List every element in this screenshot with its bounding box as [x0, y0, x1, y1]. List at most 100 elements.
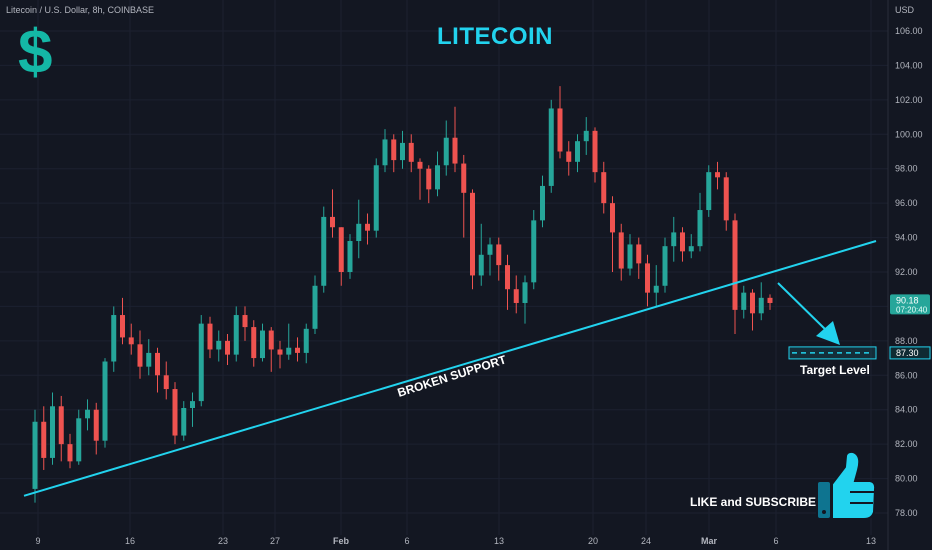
candle-body — [67, 444, 73, 462]
candle-body — [417, 161, 423, 169]
candle-body — [146, 352, 152, 367]
x-tick-label: 16 — [125, 536, 135, 546]
x-tick-label: 13 — [866, 536, 876, 546]
candle-body — [671, 232, 677, 247]
candle-body — [688, 246, 694, 252]
current-price-text: 90.18 — [896, 295, 919, 305]
candle-body — [732, 220, 738, 310]
candle-body — [347, 241, 353, 272]
y-tick-label: 82.00 — [895, 439, 918, 449]
y-tick-label: 78.00 — [895, 508, 918, 518]
y-tick-label: 96.00 — [895, 198, 918, 208]
target-level-label: Target Level — [800, 363, 870, 377]
time-axis[interactable]: 9 16 23 27 Feb 6 13 20 24 Mar 6 13 — [35, 536, 876, 546]
y-tick-label: 104.00 — [895, 60, 923, 70]
x-tick-label: 9 — [35, 536, 40, 546]
y-tick-label: 88.00 — [895, 336, 918, 346]
candle-body — [286, 347, 292, 355]
x-tick-label: 6 — [404, 536, 409, 546]
countdown-text: 07:20:40 — [896, 305, 928, 314]
candle-body — [41, 421, 47, 458]
candle-body — [540, 185, 545, 221]
candle-body — [470, 192, 475, 276]
candle-body — [242, 315, 248, 328]
candle-body — [645, 263, 650, 293]
candle-body — [120, 315, 125, 338]
candle-body — [190, 401, 195, 408]
x-tick-label: 27 — [270, 536, 280, 546]
arrow-shaft — [777, 282, 829, 333]
target-price-text: 87.30 — [896, 348, 919, 358]
candle-body — [461, 163, 467, 193]
candle-body — [767, 297, 773, 303]
y-tick-label: 92.00 — [895, 267, 918, 277]
candle-body — [548, 108, 554, 186]
candle-body — [85, 409, 90, 419]
candle-body — [373, 165, 379, 231]
candle-body — [137, 344, 143, 367]
candle-body — [181, 407, 187, 436]
candle-body — [496, 244, 502, 266]
candle-body — [758, 297, 764, 314]
x-tick-label: Feb — [333, 536, 350, 546]
candle-body — [680, 232, 685, 252]
candle-body — [487, 244, 493, 255]
candle-body — [741, 292, 747, 310]
broken-support-line — [23, 240, 877, 497]
grid-lines — [0, 0, 888, 535]
candle-body — [435, 165, 440, 190]
candle-body — [225, 340, 230, 355]
candle-body — [128, 337, 134, 345]
candle-body — [715, 172, 720, 178]
y-tick-label: 106.00 — [895, 26, 923, 36]
candle-body — [365, 223, 370, 231]
y-tick-label: 84.00 — [895, 405, 918, 415]
current-price-tag — [890, 294, 930, 315]
currency-label: USD — [895, 5, 915, 15]
candle-body — [172, 389, 178, 436]
candle-body — [505, 265, 510, 290]
candle-body — [601, 172, 607, 204]
candle-body — [618, 232, 624, 269]
candle-body — [50, 406, 55, 458]
thumb-hand — [831, 450, 877, 520]
candle-body — [592, 130, 598, 173]
candle-body — [155, 352, 160, 376]
page-title: LITECOIN — [437, 23, 553, 50]
candle-body — [723, 177, 729, 221]
candle-body — [93, 409, 99, 441]
candle-body — [32, 421, 38, 489]
candle-body — [356, 223, 362, 242]
x-tick-label: 6 — [773, 536, 778, 546]
candle-body — [531, 220, 537, 283]
y-tick-label: 86.00 — [895, 370, 918, 380]
candle-body — [575, 141, 580, 162]
x-tick-label: 24 — [641, 536, 651, 546]
candle-body — [443, 137, 449, 166]
x-tick-label: 20 — [588, 536, 598, 546]
symbol-info[interactable]: Litecoin / U.S. Dollar, 8h, COINBASE — [6, 5, 155, 15]
candle-body — [452, 137, 458, 164]
candle-body — [513, 289, 519, 303]
candle-body — [295, 347, 300, 353]
x-tick-label: 13 — [494, 536, 504, 546]
candle-body — [163, 375, 169, 390]
candle-body — [330, 216, 335, 228]
candle-body — [111, 315, 117, 362]
candle-body — [566, 151, 572, 162]
candle-body — [400, 142, 405, 161]
candle-body — [557, 108, 563, 152]
y-tick-label: 94.00 — [895, 233, 918, 243]
candle-body — [303, 328, 309, 353]
candle-body — [58, 406, 64, 445]
y-tick-label: 100.00 — [895, 129, 923, 139]
price-axis[interactable]: 78.0080.0082.0084.0086.0088.0090.0092.00… — [887, 0, 923, 550]
like-subscribe-text: LIKE and SUBSCRIBE — [690, 495, 817, 509]
candle-body — [338, 227, 344, 272]
arrow-head — [816, 321, 840, 345]
x-tick-label: 23 — [218, 536, 228, 546]
candle-body — [636, 244, 642, 264]
x-tick-label: Mar — [701, 536, 718, 546]
